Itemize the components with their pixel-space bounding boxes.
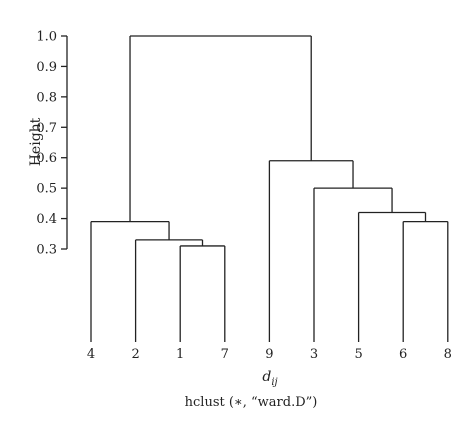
dendrogram-tree xyxy=(90,35,449,342)
x-axis-title: dij xyxy=(262,369,277,388)
y-axis: 0.3 0.4 0.5 0.6 0.7 0.8 0.9 1.0 xyxy=(36,30,68,258)
y-tick-label: 0.8 xyxy=(36,90,57,105)
chart-subtitle: hclust (∗, “ward.D”) xyxy=(185,395,318,410)
leaf-label: 2 xyxy=(131,347,139,362)
y-axis-title: Height xyxy=(28,117,44,166)
leaf-label: 9 xyxy=(265,347,273,362)
y-tick-label: 0.6 xyxy=(36,151,57,166)
leaf-label: 5 xyxy=(354,347,362,362)
leaf-label: 4 xyxy=(87,347,95,362)
leaf-label: 7 xyxy=(221,347,229,362)
y-tick-label: 0.5 xyxy=(36,182,57,197)
leaf-labels: 4 2 1 7 9 3 5 6 8 xyxy=(87,347,452,362)
y-tick-label: 0.3 xyxy=(36,243,57,258)
leaf-label: 8 xyxy=(444,347,452,362)
y-tick-label: 0.9 xyxy=(36,60,57,75)
y-tick-label: 0.7 xyxy=(36,121,57,136)
leaf-label: 6 xyxy=(399,347,407,362)
leaf-label: 3 xyxy=(310,347,318,362)
leaf-label: 1 xyxy=(176,347,184,362)
y-tick-label: 0.4 xyxy=(36,212,57,227)
y-tick-label: 1.0 xyxy=(36,30,57,45)
